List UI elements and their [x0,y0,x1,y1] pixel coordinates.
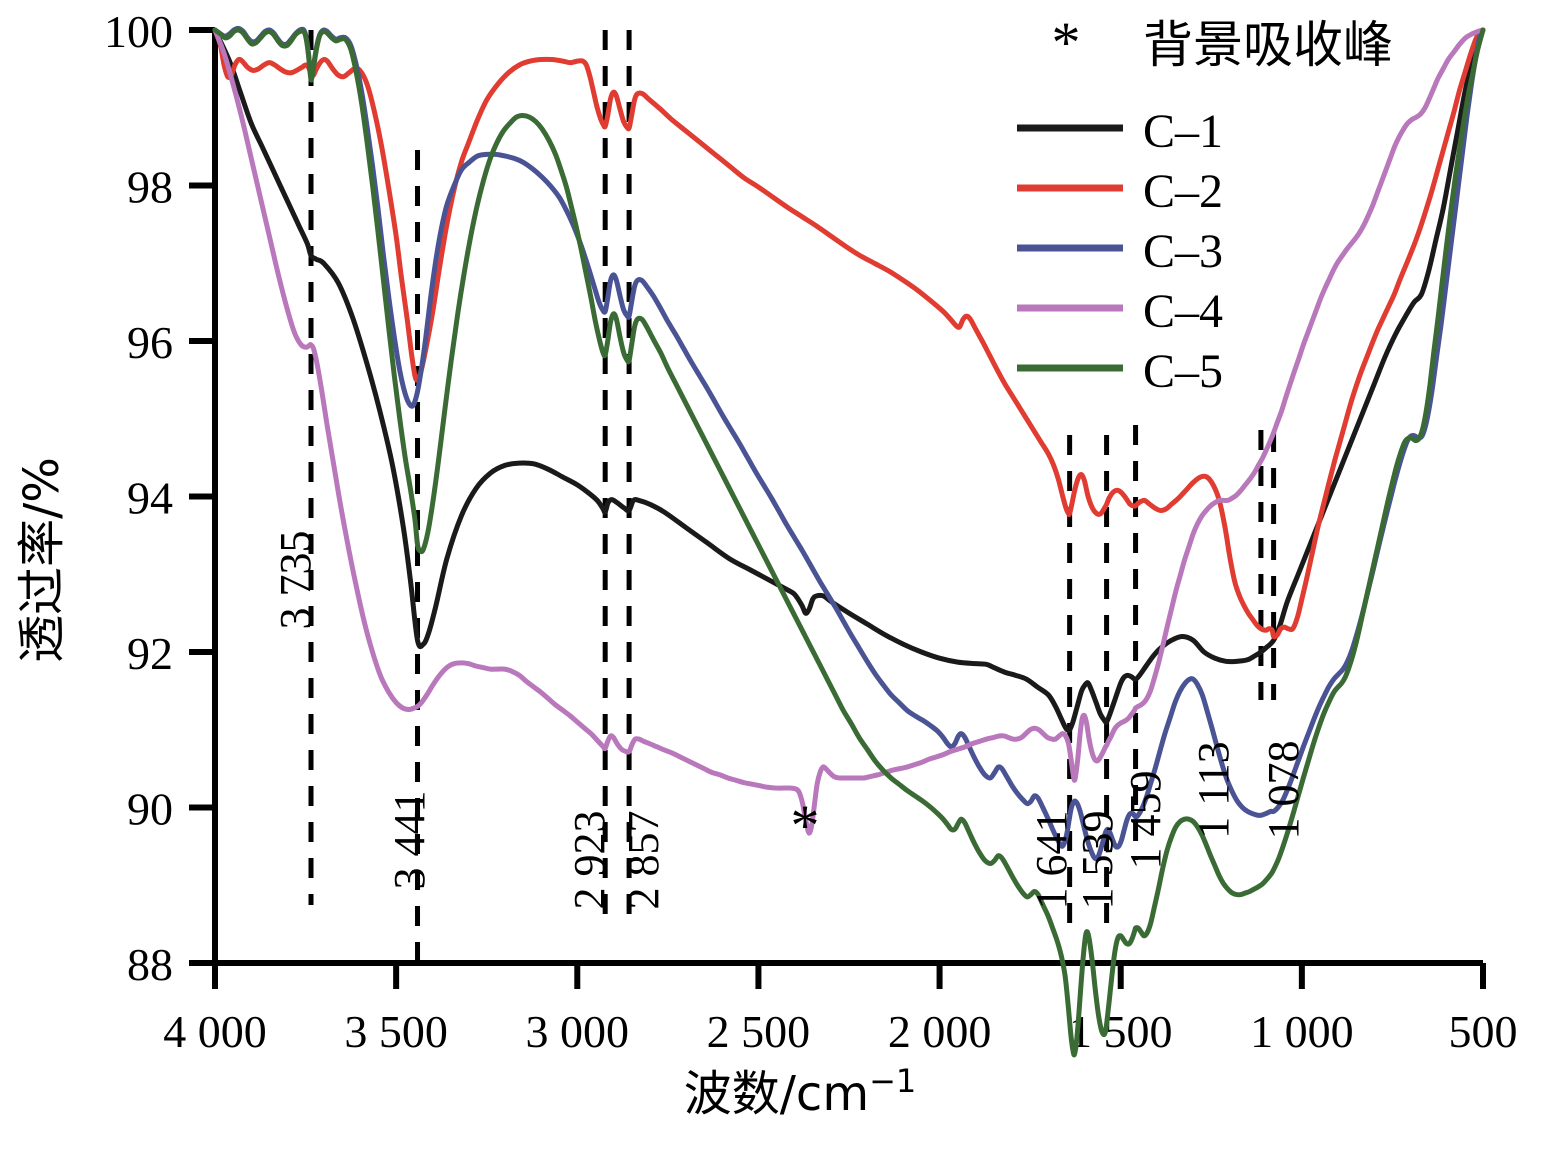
peak-label-3735: 3 735 [271,531,320,630]
legend-label-c-5: C–5 [1143,345,1223,398]
y-tick-label-100: 100 [104,6,173,57]
peak-label-1459: 1 459 [1121,771,1170,870]
series-line-c-4 [212,27,1486,836]
x-tick-label-2000: 2 000 [888,1006,992,1057]
y-tick-label-88: 88 [127,939,173,990]
legend-entries: C–1 C–2 C–3 C–4 C–5 [1017,105,1223,398]
x-axis-title-superscript: −1 [869,1062,916,1100]
legend-star-icon: * [1052,10,1081,75]
legend-label-c-2: C–2 [1143,165,1223,218]
background-peak-star-marker: * [791,793,820,858]
x-tick-label-4000: 4 000 [163,1006,267,1057]
x-axis-title-main: 波数/cm [684,1066,869,1122]
y-tick-label-90: 90 [127,784,173,835]
legend-note-label: 背景吸收峰 [1143,16,1393,74]
x-axis-title: 波数/cm−1 [684,1062,917,1122]
peak-label-1539: 1 539 [1073,811,1122,910]
peak-label-1078: 1 078 [1259,741,1308,840]
peak-label-2857: 2 857 [619,811,668,910]
y-tick-label-96: 96 [127,317,173,368]
x-tick-label-3500: 3 500 [344,1006,448,1057]
x-tick-label-500: 500 [1449,1006,1518,1057]
y-axis-title: 透过率/% [14,457,70,663]
y-tick-label-94: 94 [127,473,173,524]
legend-label-c-1: C–1 [1143,105,1223,158]
peak-guide-lines [308,30,1277,960]
y-tick-label-98: 98 [127,162,173,213]
y-axis-ticks [189,27,215,966]
peak-label-1113: 1 113 [1189,741,1238,838]
peak-label-1641: 1 641 [1027,811,1076,910]
spectra-curves [212,25,1486,1058]
x-axis-tick-labels: 4 000 3 500 3 000 2 500 2 000 1 500 1 000 500 [163,1006,1517,1057]
y-tick-label-92: 92 [127,628,173,679]
legend-label-c-4: C–4 [1143,285,1223,338]
legend: * 背景吸收峰 C–1 C–2 C–3 C–4 C–5 [1017,10,1393,398]
peak-label-3441: 3 441 [385,791,434,890]
x-tick-label-3000: 3 000 [526,1006,630,1057]
series-line-c-1 [212,27,1486,733]
series-line-c-2 [212,27,1486,640]
series-line-c-3 [212,25,1486,862]
legend-label-c-3: C–3 [1143,225,1223,278]
x-axis-ticks [212,963,1486,989]
peak-label-2923: 2 923 [565,811,614,910]
series-line-c-5 [212,27,1486,1058]
y-axis-tick-labels: 100 98 96 94 92 90 88 [104,6,173,990]
x-tick-label-1000: 1 000 [1250,1006,1354,1057]
x-tick-label-1500: 1 500 [1069,1006,1173,1057]
x-tick-label-2500: 2 500 [707,1006,811,1057]
